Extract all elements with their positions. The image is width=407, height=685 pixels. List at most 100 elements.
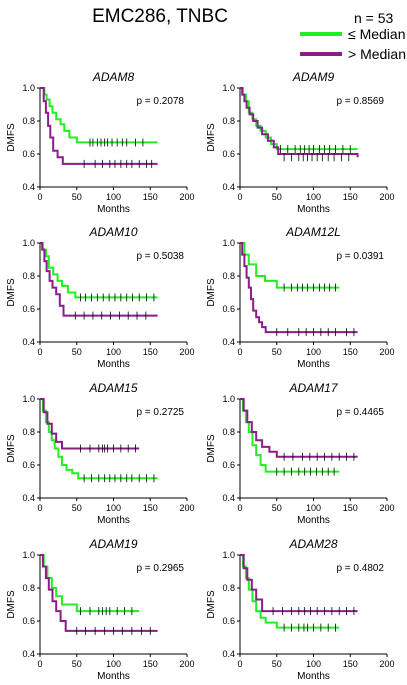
x-tick-label: 100 <box>106 347 121 357</box>
y-tick-label: 1.0 <box>22 550 35 560</box>
x-tick-label: 150 <box>343 659 358 669</box>
x-tick-label: 50 <box>272 659 282 669</box>
plot-title: ADAM8 <box>92 70 135 84</box>
p-value-annotation: p = 0.2078 <box>136 96 184 107</box>
legend-item-high: > Median <box>300 44 406 64</box>
km-plot-adam8: ADAM8 0.4 0.6 0.8 1.0 0 50 100 150 200 Months DMFS p… <box>6 70 195 215</box>
x-tick-label: 100 <box>306 192 321 202</box>
survival-curve-high <box>240 87 359 158</box>
y-tick-label: 1.0 <box>222 394 235 404</box>
survival-curve-low <box>40 554 140 613</box>
x-axis-label: Months <box>97 671 130 682</box>
y-tick-label: 0.8 <box>222 583 235 593</box>
p-value-annotation: p = 0.5038 <box>136 251 184 262</box>
y-tick-label: 0.4 <box>222 337 235 347</box>
y-axis-label: DMFS <box>206 123 217 152</box>
survival-curve-high <box>240 242 358 334</box>
plot-title: ADAM28 <box>288 537 337 551</box>
survival-curve-low <box>40 87 158 144</box>
km-plot-adam17: ADAM17 0.4 0.6 0.8 1.0 0 50 100 150 200 Months DMFS… <box>206 381 395 526</box>
y-tick-label: 0.4 <box>22 337 35 347</box>
survival-curve-high <box>240 398 358 458</box>
y-tick-label: 0.4 <box>222 493 235 503</box>
y-axis-label: DMFS <box>206 590 217 619</box>
x-tick-label: 150 <box>343 347 358 357</box>
x-tick-label: 100 <box>106 503 121 513</box>
y-tick-label: 0.4 <box>222 649 235 659</box>
x-tick-label: 200 <box>379 659 394 669</box>
x-tick-label: 0 <box>37 347 42 357</box>
y-tick-label: 0.6 <box>22 616 35 626</box>
x-tick-label: 100 <box>106 192 121 202</box>
y-axis-label: DMFS <box>6 434 17 463</box>
x-tick-label: 0 <box>37 503 42 513</box>
legend: ≤ Median > Median <box>300 24 406 64</box>
x-tick-label: 100 <box>306 503 321 513</box>
x-tick-label: 0 <box>237 659 242 669</box>
y-axis-label: DMFS <box>206 434 217 463</box>
x-axis-label: Months <box>97 515 130 526</box>
y-tick-label: 0.6 <box>22 149 35 159</box>
x-tick-label: 150 <box>343 192 358 202</box>
plot-title: ADAM15 <box>88 381 137 395</box>
y-tick-label: 0.8 <box>22 427 35 437</box>
survival-curve-high <box>240 554 358 613</box>
x-tick-label: 50 <box>72 503 82 513</box>
y-tick-label: 0.6 <box>222 616 235 626</box>
legend-item-low: ≤ Median <box>300 24 406 44</box>
x-tick-label: 50 <box>72 659 82 669</box>
y-tick-label: 1.0 <box>222 550 235 560</box>
x-tick-label: 150 <box>143 192 158 202</box>
x-tick-label: 100 <box>306 347 321 357</box>
survival-curve-low <box>40 398 158 480</box>
x-tick-label: 100 <box>306 659 321 669</box>
x-tick-label: 0 <box>237 347 242 357</box>
x-tick-label: 0 <box>237 192 242 202</box>
y-tick-label: 1.0 <box>22 238 35 248</box>
y-tick-label: 1.0 <box>222 238 235 248</box>
x-tick-label: 200 <box>379 503 394 513</box>
x-tick-label: 50 <box>272 347 282 357</box>
survival-curve-high <box>40 554 158 632</box>
y-tick-label: 0.6 <box>222 149 235 159</box>
x-axis-label: Months <box>297 515 330 526</box>
survival-curve-high <box>40 242 158 317</box>
x-axis-label: Months <box>97 359 130 370</box>
x-axis-label: Months <box>97 204 130 215</box>
p-value-annotation: p = 0.4802 <box>336 563 384 574</box>
y-tick-label: 0.4 <box>222 182 235 192</box>
y-tick-label: 0.8 <box>22 116 35 126</box>
y-tick-label: 0.6 <box>222 460 235 470</box>
y-axis-label: DMFS <box>6 590 17 619</box>
p-value-annotation: p = 0.4465 <box>336 407 384 418</box>
y-tick-label: 0.8 <box>22 271 35 281</box>
y-axis-label: DMFS <box>6 123 17 152</box>
y-tick-label: 0.8 <box>222 271 235 281</box>
survival-curve-high <box>40 398 140 450</box>
x-tick-label: 200 <box>179 192 194 202</box>
x-tick-label: 200 <box>379 192 394 202</box>
plot-title: ADAM19 <box>88 537 137 551</box>
y-tick-label: 0.6 <box>22 304 35 314</box>
figure-title: EMC286, TNBC <box>92 6 228 27</box>
x-tick-label: 50 <box>272 503 282 513</box>
y-tick-label: 1.0 <box>22 394 35 404</box>
y-tick-label: 0.4 <box>22 182 35 192</box>
x-tick-label: 150 <box>143 347 158 357</box>
x-tick-label: 200 <box>179 347 194 357</box>
x-tick-label: 0 <box>37 659 42 669</box>
x-tick-label: 50 <box>72 347 82 357</box>
km-plot-adam9: ADAM9 0.4 0.6 0.8 1.0 0 50 100 150 200 Months DMFS p… <box>206 70 395 215</box>
survival-curve-low <box>240 87 358 151</box>
legend-label-low: ≤ Median <box>348 26 406 42</box>
km-plot-adam15: ADAM15 0.4 0.6 0.8 1.0 0 50 100 150 200 Months DMFS… <box>6 381 195 526</box>
plot-title: ADAM10 <box>88 225 137 239</box>
x-axis-label: Months <box>297 204 330 215</box>
y-tick-label: 1.0 <box>22 83 35 93</box>
p-value-annotation: p = 0.2965 <box>136 563 184 574</box>
y-tick-label: 0.4 <box>22 493 35 503</box>
y-axis-label: DMFS <box>206 278 217 307</box>
x-tick-label: 200 <box>379 347 394 357</box>
y-tick-label: 0.8 <box>222 116 235 126</box>
